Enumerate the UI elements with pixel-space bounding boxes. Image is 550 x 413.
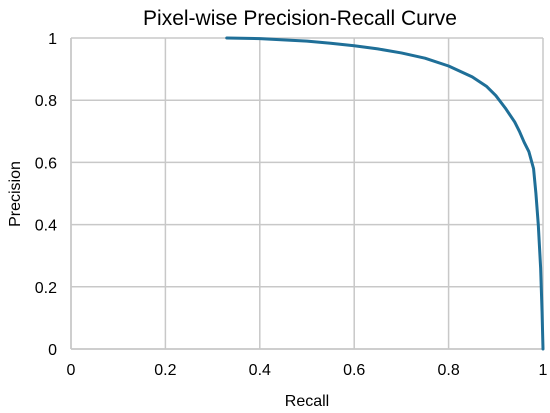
y-tick-label: 0.6 (35, 155, 57, 172)
axes (70, 38, 543, 350)
x-tick-label: 0.6 (343, 362, 365, 379)
x-tick-label: 0.2 (154, 362, 176, 379)
y-tick-label: 0.8 (35, 93, 57, 110)
y-tick-labels: 0 0.2 0.4 0.6 0.8 1 (35, 31, 57, 359)
y-tick-label: 1 (48, 31, 57, 48)
y-tick-label: 0.4 (35, 218, 57, 235)
x-tick-label: 1 (539, 362, 548, 379)
x-tick-labels: 0 0.2 0.4 0.6 0.8 1 (67, 362, 548, 379)
x-tick-label: 0.4 (249, 362, 271, 379)
y-tick-label: 0 (48, 342, 57, 359)
y-tick-label: 0.2 (35, 280, 57, 297)
x-tick-label: 0.8 (437, 362, 459, 379)
x-axis-label: Recall (285, 393, 329, 410)
grid (70, 37, 544, 350)
x-tick-label: 0 (67, 362, 76, 379)
chart-title: Pixel-wise Precision-Recall Curve (143, 7, 457, 30)
pr-curve-line (225, 36, 545, 351)
y-axis-label: Precision (7, 161, 24, 227)
